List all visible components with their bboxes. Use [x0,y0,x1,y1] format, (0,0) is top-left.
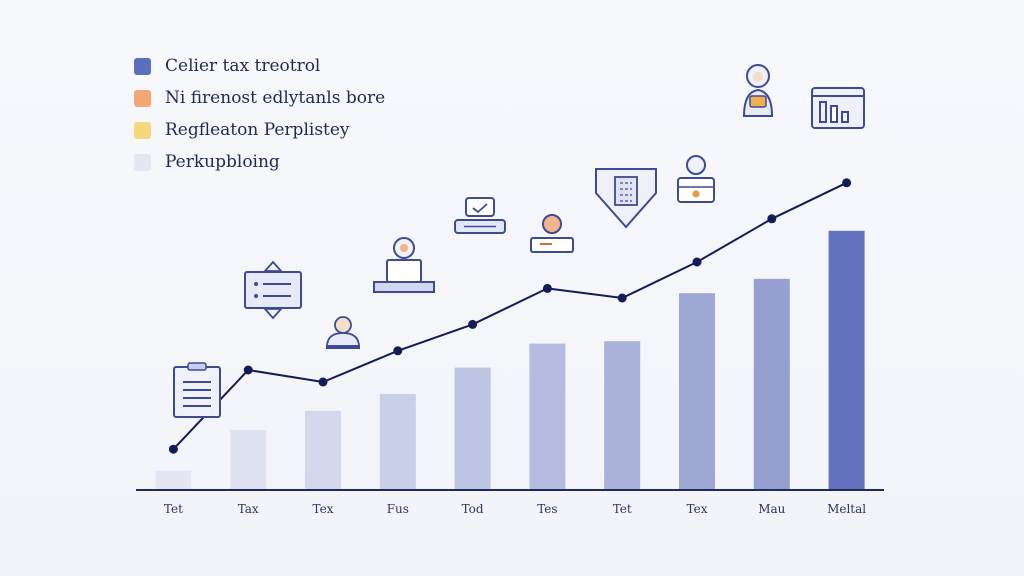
trend-points [168,178,852,454]
shield-document-icon [595,168,657,229]
bar-7 [604,341,641,490]
x-tick-label-10: Meltal [827,502,866,516]
bar-8 [679,293,715,490]
clipboard-icon [173,362,221,418]
x-tick-label-6: Tes [537,502,557,516]
legend-label-4: Perkupbloing [165,152,280,172]
trend-point-4 [393,346,403,356]
person-badge-icon [677,155,715,203]
woman-tablet-icon [742,64,774,117]
legend-label-2: Ni firenost edlytanls bore [165,88,386,108]
trend-point-5 [468,319,478,329]
legend-swatch-2 [134,89,151,107]
legend-item-2: Ni firenost edlytanls bore [134,82,385,114]
bar-9 [753,278,790,490]
trend-point-7 [617,293,627,303]
x-tick-label-5: Tod [462,502,484,516]
chart-frame-icon [811,87,865,129]
x-tick-label-1: Tet [164,502,183,516]
legend-label-3: Regfleaton Perplistey [165,120,350,140]
bar-5 [454,367,491,490]
x-tick-label-4: Fus [387,502,409,516]
legend-item-1: Celier tax treotrol [134,50,385,82]
bar-4 [379,394,416,490]
bars-layer [155,230,865,491]
bar-10 [828,230,865,491]
x-tick-label-3: Tex [313,502,334,516]
bar-2 [230,430,267,490]
scanner-desk-icon [373,237,435,293]
x-tick-label-2: Tax [238,502,259,516]
x-tick-labels: Tet Tax Tex Fus Tod Tes Tet Tex Mau Meltal [164,502,866,516]
legend-swatch-3 [134,121,151,139]
x-tick-label-8: Tex [687,502,708,516]
tablet-chat-icon [454,197,506,234]
icons-layer [173,64,865,418]
x-tick-label-9: Mau [758,502,785,516]
legend-label-1: Celier tax treotrol [165,56,321,76]
trend-point-10 [842,178,852,188]
trend-point-8 [692,257,702,267]
trend-point-6 [542,283,552,293]
person-desk-icon [326,316,360,349]
bar-3 [305,410,341,490]
bar-6 [529,343,566,490]
person-laptop-icon [530,214,574,253]
trend-point-3 [318,377,328,387]
legend-swatch-4 [134,153,151,171]
trend-point-9 [767,214,777,224]
trend-point-1 [168,444,178,454]
legend-item-4: Perkupbloing [134,146,385,178]
x-tick-label-7: Tet [613,502,632,516]
legend-item-3: Regfleaton Perplistey [134,114,385,146]
bar-1 [155,470,192,490]
legend-swatch-1 [134,57,151,75]
trend-point-2 [243,365,253,375]
legend: Celier tax treotrol Ni firenost edlytanl… [134,50,385,178]
trend-line [172,181,848,450]
message-sign-icon [244,260,302,320]
